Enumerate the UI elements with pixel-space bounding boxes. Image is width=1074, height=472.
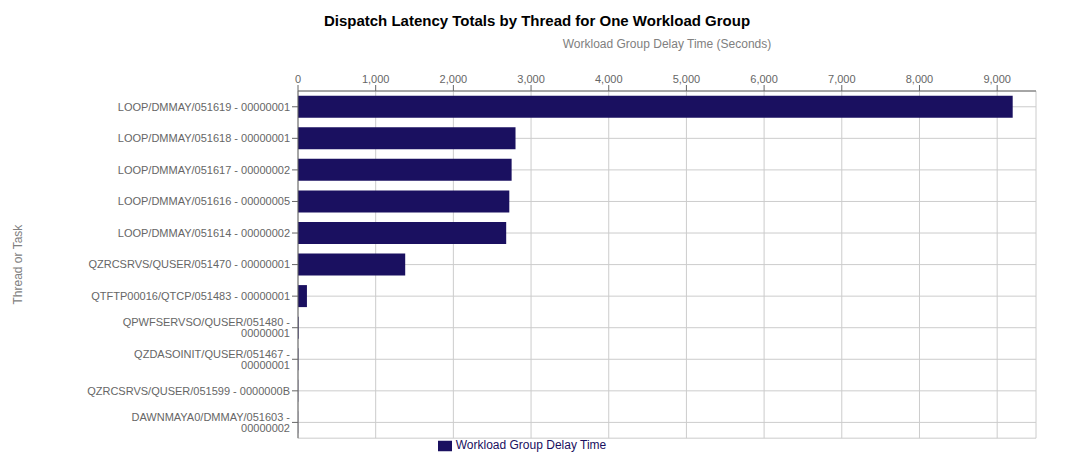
svg-text:QZRCSRVS/QUSER/051599 - 000000: QZRCSRVS/QUSER/051599 - 0000000B xyxy=(87,385,290,397)
svg-text:5,000: 5,000 xyxy=(673,73,701,85)
svg-text:LOOP/DMMAY/051614 - 00000002: LOOP/DMMAY/051614 - 00000002 xyxy=(118,227,290,239)
svg-text:QZDASOINIT/QUSER/051467 -00000: QZDASOINIT/QUSER/051467 -00000001 xyxy=(134,348,290,371)
html-text:Workload Group Delay Time: Workload Group Delay Time xyxy=(455,438,607,453)
svg-text:Workload Group Delay Time (Sec: Workload Group Delay Time (Seconds) xyxy=(563,37,772,51)
svg-text:0: 0 xyxy=(295,73,301,85)
svg-text:7,000: 7,000 xyxy=(828,73,856,85)
svg-text:QZRCSRVS/QUSER/051470 - 000000: QZRCSRVS/QUSER/051470 - 00000001 xyxy=(88,258,290,270)
svg-text:8,000: 8,000 xyxy=(906,73,934,85)
svg-text:1,000: 1,000 xyxy=(362,73,390,85)
html-text:Dispatch Latency Totals by Thr: Dispatch Latency Totals by Thread for On… xyxy=(323,12,751,29)
svg-text:QTFTP00016/QTCP/051483 - 00000: QTFTP00016/QTCP/051483 - 00000001 xyxy=(91,290,290,302)
svg-text:Thread or Task: Thread or Task xyxy=(11,224,25,305)
svg-text:LOOP/DMMAY/051617 - 00000002: LOOP/DMMAY/051617 - 00000002 xyxy=(118,164,290,176)
svg-text:2,000: 2,000 xyxy=(440,73,468,85)
svg-text:4,000: 4,000 xyxy=(595,73,623,85)
svg-text:6,000: 6,000 xyxy=(750,73,778,85)
svg-text:LOOP/DMMAY/051619 - 00000001: LOOP/DMMAY/051619 - 00000001 xyxy=(118,101,290,113)
svg-text:LOOP/DMMAY/051616 - 00000005: LOOP/DMMAY/051616 - 00000005 xyxy=(118,195,290,207)
svg-text:QPWFSERVSO/QUSER/051480 -00000: QPWFSERVSO/QUSER/051480 -00000001 xyxy=(123,316,291,339)
svg-text:LOOP/DMMAY/051618 - 00000001: LOOP/DMMAY/051618 - 00000001 xyxy=(118,132,290,144)
svg-text:3,000: 3,000 xyxy=(517,73,545,85)
svg-text:DAWNMAYA0/DMMAY/051603 -000000: DAWNMAYA0/DMMAY/051603 -00000002 xyxy=(131,411,290,434)
svg-text:9,000: 9,000 xyxy=(983,73,1011,85)
